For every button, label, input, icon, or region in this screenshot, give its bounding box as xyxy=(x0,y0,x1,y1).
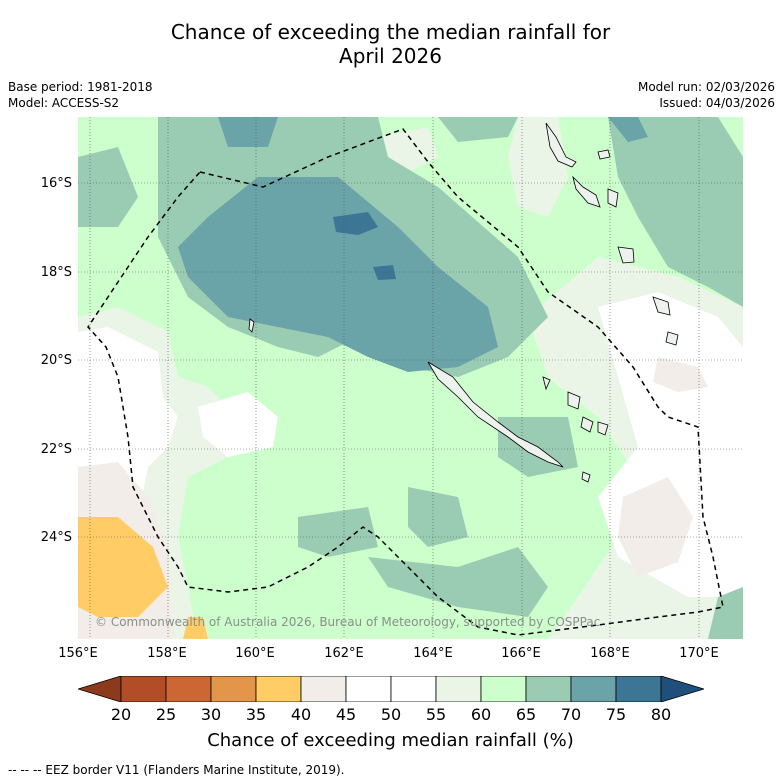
colorbar-tick-label: 40 xyxy=(290,705,312,724)
band-65-70-northwest xyxy=(78,147,138,227)
colorbar xyxy=(78,676,704,702)
colorbar-tick-label: 50 xyxy=(380,705,402,724)
model-run: Model run: 02/03/2026 xyxy=(637,80,775,94)
colorbar-cells xyxy=(120,676,662,702)
colorbar-cell xyxy=(615,676,662,702)
colorbar-tick-label: 60 xyxy=(470,705,492,724)
eez-legend: -- -- -- EEZ border V11 (Flanders Marine… xyxy=(8,763,345,777)
colorbar-label: Chance of exceeding median rainfall (%) xyxy=(207,730,574,751)
colorbar-tick-label: 70 xyxy=(560,705,582,724)
band-65-70-north xyxy=(438,117,518,142)
band-75-80-b xyxy=(373,265,396,280)
vanuatu-island-b xyxy=(607,188,619,208)
band-35-40-south-patch xyxy=(183,617,208,639)
lon-label-170e: 170°E xyxy=(679,646,719,661)
lon-label-156e: 156°E xyxy=(58,646,98,661)
eez-border xyxy=(87,128,724,636)
lat-label-18s: 18°S xyxy=(40,265,72,280)
band-70-75-northeast xyxy=(608,117,648,142)
rainfall-map: © Commonwealth of Australia 2026, Bureau… xyxy=(78,117,743,639)
band-70-75-central xyxy=(178,177,498,372)
colorbar-cell xyxy=(390,676,437,702)
band-35-40-west xyxy=(78,517,168,617)
vanuatu-central xyxy=(572,175,601,208)
band-65-70-northeast xyxy=(608,117,743,307)
colorbar-cell xyxy=(255,676,302,702)
colorbar-cell xyxy=(165,676,212,702)
copyright-text: © Commonwealth of Australia 2026, Bureau… xyxy=(95,615,600,629)
land-outlines xyxy=(248,122,679,483)
lon-label-166e: 166°E xyxy=(501,646,541,661)
island-east-2 xyxy=(665,331,679,346)
issued-date: Issued: 04/03/2026 xyxy=(659,96,775,110)
lat-label-16s: 16°S xyxy=(40,176,72,191)
island-east-3 xyxy=(597,421,609,436)
colorbar-tick-label: 20 xyxy=(110,705,132,724)
band-75-80-a xyxy=(333,212,378,235)
colorbar-extend-low xyxy=(78,676,122,702)
lat-label-24s: 24°S xyxy=(40,530,72,545)
colorbar-tick-label: 75 xyxy=(605,705,627,724)
model-name: Model: ACCESS-S2 xyxy=(8,96,120,110)
colorbar-extend-high xyxy=(660,676,704,702)
lon-label-164e: 164°E xyxy=(413,646,453,661)
lat-label-20s: 20°S xyxy=(40,353,72,368)
colorbar-tick-label: 45 xyxy=(335,705,357,724)
colorbar-cell xyxy=(345,676,392,702)
colorbar-cell xyxy=(480,676,527,702)
vanuatu-island-a xyxy=(597,149,611,160)
colorbar-cell xyxy=(435,676,482,702)
band-40-45-east-small xyxy=(653,357,708,392)
band-40-45-east xyxy=(618,477,693,577)
colorbar-cell xyxy=(525,676,572,702)
meta-left: Base period: 1981-2018 Model: ACCESS-S2 xyxy=(8,79,153,111)
title-line-2: April 2026 xyxy=(339,44,442,68)
lon-label-158e: 158°E xyxy=(147,646,187,661)
colorbar-tick-label: 30 xyxy=(200,705,222,724)
colorbar-cell xyxy=(210,676,257,702)
new-caledonia xyxy=(427,361,564,468)
loyalty-island-1 xyxy=(567,391,581,410)
base-period: Base period: 1981-2018 xyxy=(8,80,153,94)
colorbar-tick-label: 80 xyxy=(650,705,672,724)
band-65-70-southeast xyxy=(708,587,743,639)
lon-label-168e: 168°E xyxy=(590,646,630,661)
band-50-west-patch xyxy=(198,392,278,457)
colorbar-tick-label: 65 xyxy=(515,705,537,724)
meta-right: Model run: 02/03/2026 Issued: 04/03/2026 xyxy=(638,79,775,111)
vanuatu-north xyxy=(545,122,577,168)
lon-label-162e: 162°E xyxy=(324,646,364,661)
colorbar-cell xyxy=(120,676,167,702)
lon-label-160e: 160°E xyxy=(235,646,275,661)
graticule xyxy=(78,117,743,639)
island-east-1 xyxy=(652,296,671,316)
lat-label-22s: 22°S xyxy=(40,442,72,457)
island-east-4 xyxy=(581,471,591,483)
band-65-70-south-3 xyxy=(368,547,548,617)
loyalty-island-2 xyxy=(580,416,594,433)
chesterfield-island xyxy=(248,318,255,333)
colorbar-tick-label: 35 xyxy=(245,705,267,724)
vanuatu-south xyxy=(617,246,635,264)
loyalty-island-3 xyxy=(542,376,551,391)
colorbar-tick-label: 25 xyxy=(155,705,177,724)
map-title: Chance of exceeding the median rainfall … xyxy=(0,20,781,68)
colorbar-tick-label: 55 xyxy=(425,705,447,724)
band-70-75-north xyxy=(218,117,278,147)
title-line-1: Chance of exceeding the median rainfall … xyxy=(170,20,611,44)
colorbar-cell xyxy=(300,676,347,702)
colorbar-cell xyxy=(570,676,617,702)
band-65-70-south-2 xyxy=(298,507,378,557)
band-65-70-south-1 xyxy=(408,487,468,547)
